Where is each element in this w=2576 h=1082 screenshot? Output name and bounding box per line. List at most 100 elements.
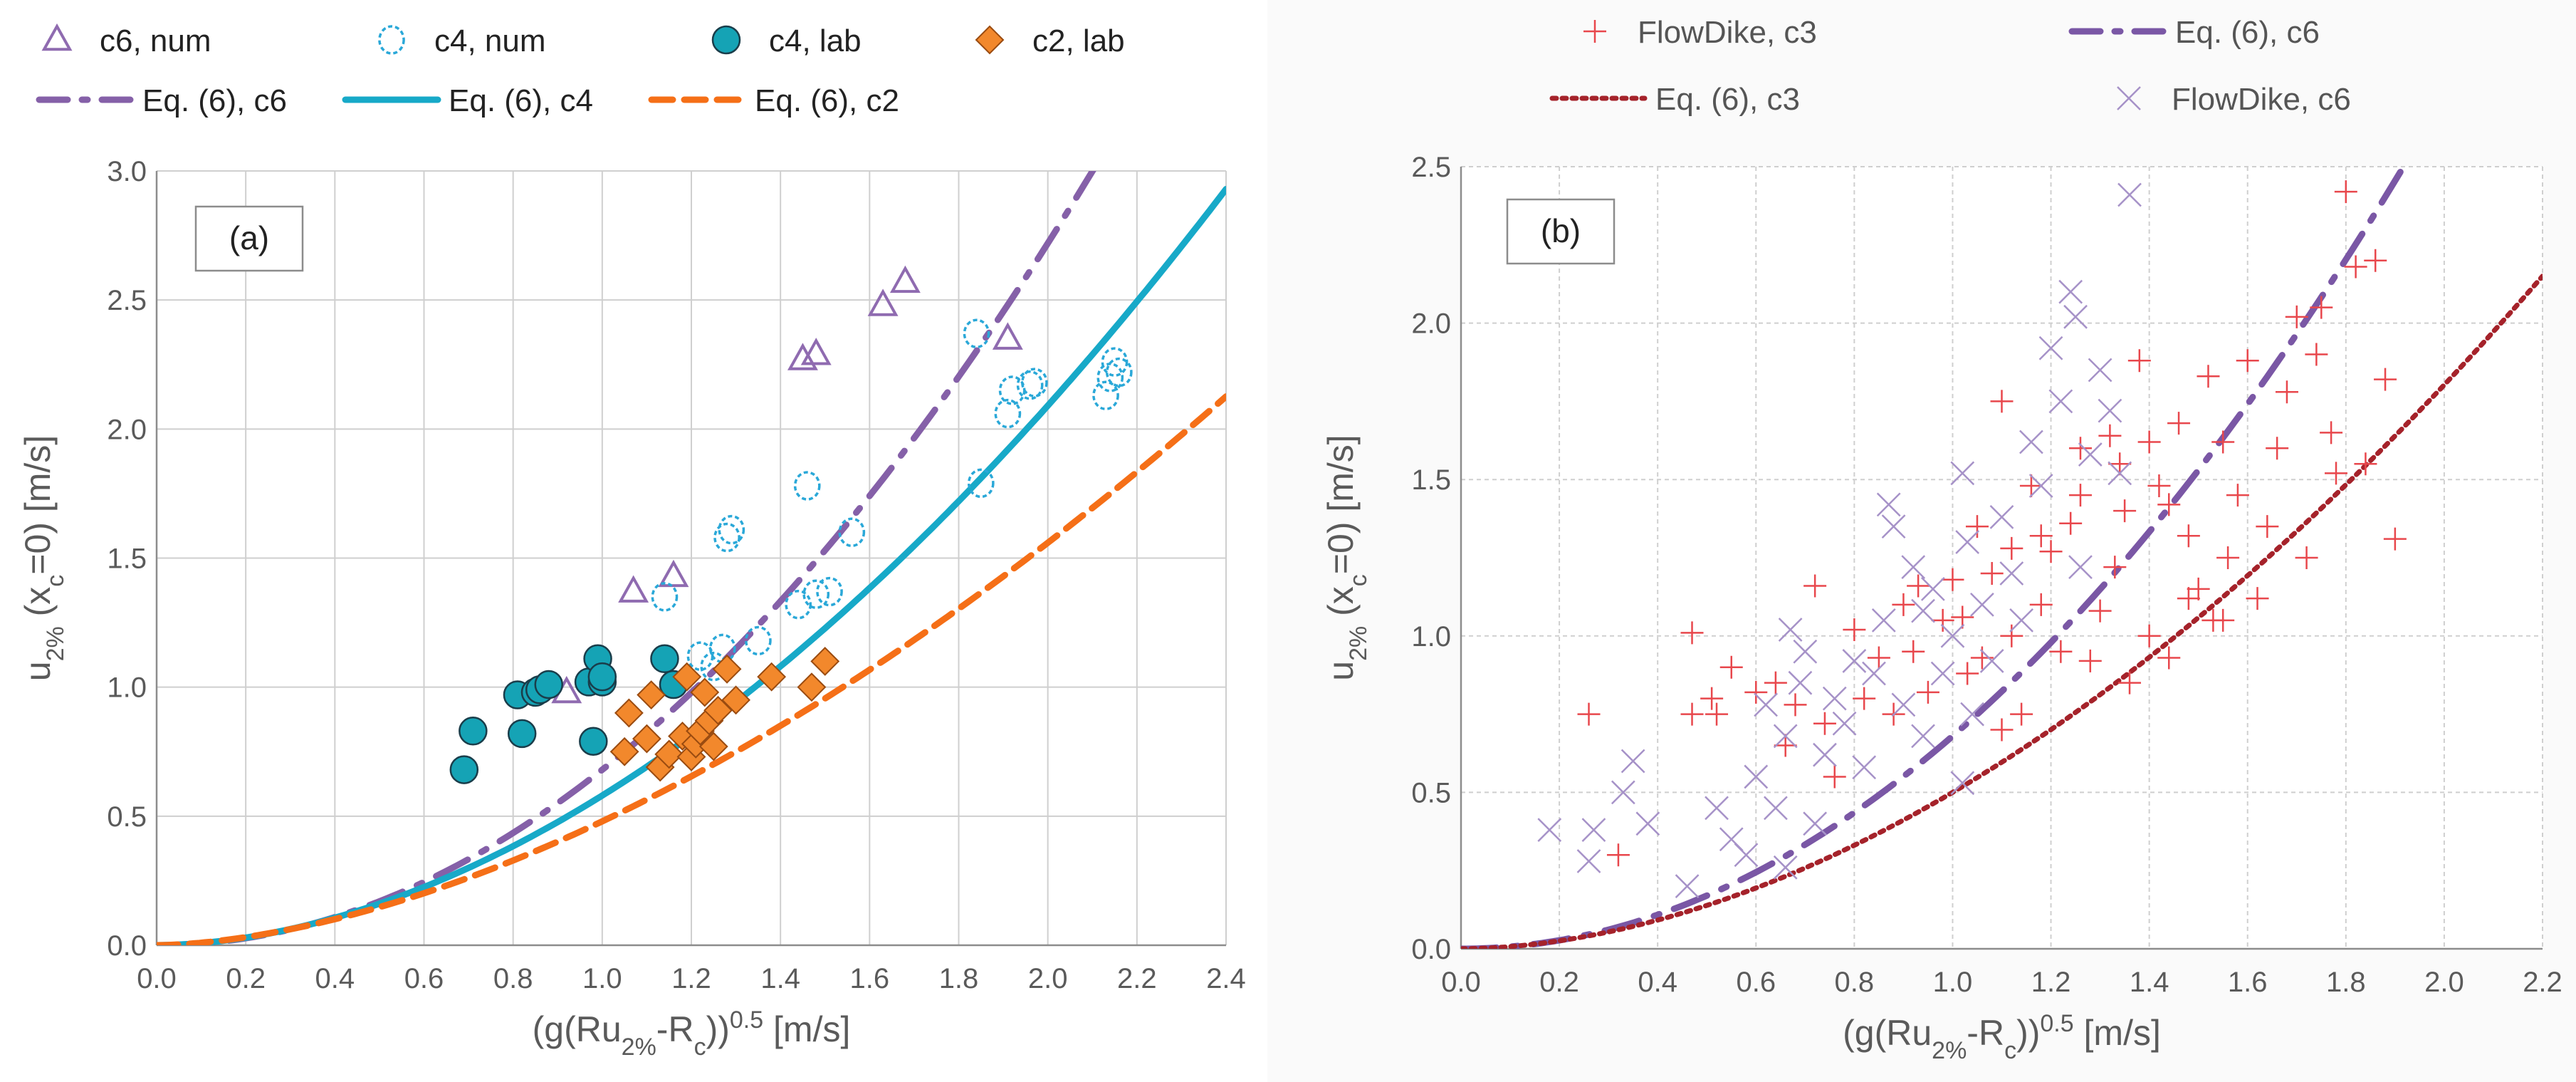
data-point [658,559,689,588]
curve-eq-6-c6 [1461,167,2408,949]
x-title-sup: 0.5 [2040,1010,2073,1037]
data-point [1901,555,1926,580]
x-title-sub2: c [694,1034,706,1061]
curve-eq-6-c3 [1461,274,2543,949]
legend-item: c4, lab [711,24,862,58]
x-title-main: (g(Ru [533,1009,622,1049]
y-title-end: =0) [m/s] [1321,435,1361,574]
data-point [2177,587,2200,610]
y-title-sub: 2% [42,626,69,661]
x-title-mid2: )) [2016,1013,2040,1053]
x-tick-label: 0.2 [1539,967,1579,998]
data-point [967,468,995,499]
data-point [1744,764,1769,789]
data-point [2068,437,2092,460]
y-tick-label: 2.0 [107,414,147,445]
legend-label: Eq. (6), c4 [449,83,593,118]
y-tick-label: 0.0 [107,930,147,962]
data-point [2098,398,2122,423]
legend-label: FlowDike, c3 [1638,15,1817,50]
legend-item: FlowDike, c3 [1583,15,1817,50]
y-title-mid: (x [1321,586,1361,626]
data-point [2157,493,2181,516]
data-point [2039,540,2063,563]
y-tick-label: 2.5 [107,285,147,316]
data-point [1931,608,1954,632]
data-point [2029,524,2053,548]
x-tick-label: 1.6 [850,963,890,994]
data-point [2098,424,2122,447]
legend-label: c4, num [434,24,546,58]
data-point [698,732,728,761]
y-title-sub2: c [42,575,69,587]
data-point [632,724,661,754]
data-point [718,514,745,545]
data-point [2334,180,2357,204]
legend-label: Eq. (6), c3 [1655,82,1800,117]
x-tick-label: 0.6 [1736,967,1776,998]
y-axis-title: u2% (xc=0) [m/s] [18,435,69,681]
x-tick-label: 1.0 [582,963,622,994]
data-point [2256,515,2279,539]
x-tick-label: 0.2 [226,963,266,994]
data-point [889,265,921,293]
data-point [802,579,830,609]
data-point [1105,357,1133,387]
data-point [1764,796,1788,821]
series-c6-num [551,265,1023,704]
x-tick-label: 2.0 [2424,967,2464,998]
data-point [1788,670,1813,695]
legend-marker [41,23,73,51]
data-point [1871,608,1896,633]
x-tick-label: 1.8 [939,963,979,994]
x-tick-label: 2.2 [1117,963,1157,994]
data-point [713,522,740,553]
data-point [1813,712,1836,735]
data-point [1680,621,1704,645]
legend-item: Eq. (6), c4 [342,83,593,118]
y-tick-label: 0.0 [1411,934,1451,965]
legend-marker [1583,20,1606,43]
data-point [1606,843,1630,867]
y-title-main: u [1321,661,1361,681]
data-point [1611,780,1635,805]
data-point [703,695,733,725]
data-point [810,647,840,676]
data-point [672,662,702,692]
data-point [2187,577,2210,600]
tick-labels: 0.0 0.2 0.4 0.6 0.8 1.0 1.2 1.4 1.6 1.8 2.0 2.2 2.4 0… [107,156,1245,994]
x-title-sup: 0.5 [730,1006,763,1034]
legend-item: Eq. (6), c2 [648,83,899,118]
y-tick-label: 2.5 [1411,152,1451,183]
data-point [2197,365,2220,388]
data-point [1793,639,1818,664]
grid [1461,166,2543,949]
data-point [2009,608,2034,633]
tick-labels: 0.0 0.2 0.4 0.6 0.8 1.0 1.2 1.4 1.6 1.8 2.0 2.2 0.0 0… [1411,152,2562,998]
data-point [2063,304,2088,329]
data-point [1680,702,1704,726]
data-point [1965,515,1989,539]
data-point [507,719,537,749]
data-point [963,318,990,349]
data-point [2211,430,2235,454]
x-tick-label: 1.6 [2228,967,2268,998]
data-point [2078,649,2102,672]
data-point [800,338,832,365]
data-point [745,625,772,656]
data-point [651,582,679,612]
legend-marker [975,25,1005,55]
panel-label-box [1506,198,1616,265]
y-title-mid: (x [18,587,58,627]
data-point [690,677,720,707]
data-point [793,471,821,501]
data-point [1852,755,1877,780]
panel-label-box [194,205,304,272]
y-title-end: =0) [m/s] [18,435,58,575]
data-point [1784,693,1807,717]
data-point [1754,692,1778,717]
data-point [2028,474,2053,498]
data-point [1940,623,1965,648]
x-tick-label: 1.2 [2031,967,2071,998]
x-title-mid2: )) [706,1009,730,1049]
